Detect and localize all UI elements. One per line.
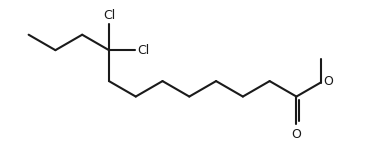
Text: O: O — [291, 128, 301, 141]
Text: Cl: Cl — [103, 9, 115, 22]
Text: Cl: Cl — [138, 44, 150, 57]
Text: O: O — [323, 75, 333, 88]
